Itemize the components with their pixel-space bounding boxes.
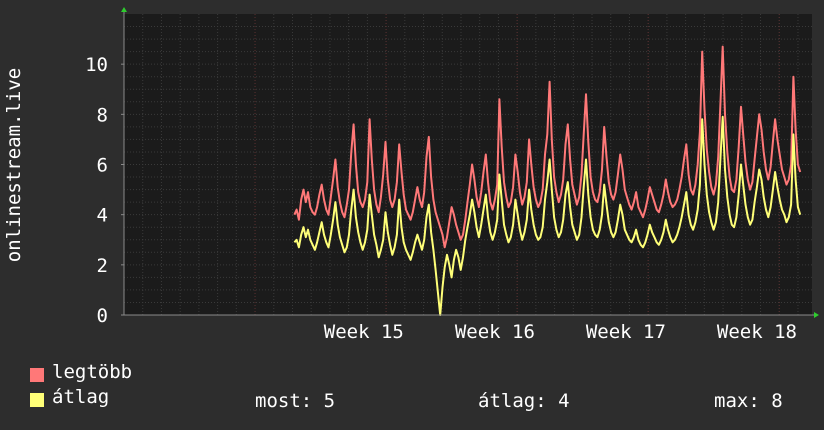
- legend-swatch-legtobb: [30, 368, 44, 382]
- series-line-1: [293, 115, 802, 316]
- y-axis-arrow: [121, 7, 127, 12]
- x-tick-label: Week 18: [717, 321, 797, 343]
- y-axis-label: onlinestream.live: [3, 68, 25, 262]
- y-tick-label: 6: [97, 155, 108, 177]
- y-tick-label: 2: [97, 255, 108, 277]
- x-axis-ticks: Week 15 Week 16 Week 17 Week 18: [324, 321, 797, 343]
- x-tick-label: Week 16: [455, 321, 535, 343]
- series-layer: [293, 45, 802, 316]
- legend: legtöbb átlag: [30, 360, 330, 420]
- legend-label-legtobb: legtöbb: [52, 361, 133, 383]
- y-tick-label: 8: [97, 104, 108, 126]
- series-line-0: [293, 45, 802, 249]
- y-tick-label: 4: [97, 205, 108, 227]
- y-tick-label: 0: [97, 305, 108, 327]
- legend-item-atlag: átlag: [30, 386, 230, 414]
- x-tick-label: Week 15: [324, 321, 404, 343]
- x-tick-label: Week 17: [586, 321, 666, 343]
- legend-item-legtobb: legtöbb: [30, 361, 230, 390]
- legend-label-atlag: átlag: [52, 386, 110, 408]
- y-tick-label: 10: [85, 54, 108, 76]
- x-axis-arrow: [814, 312, 819, 318]
- stat-most: most: 5: [255, 390, 336, 412]
- legend-swatch-atlag: [30, 393, 44, 407]
- chart: 0 2 4 6 8 10 Week 15 Week 16 Week 17 Week 18 onl…: [3, 7, 819, 343]
- y-axis-ticks: 0 2 4 6 8 10: [85, 54, 124, 327]
- axes: [121, 7, 819, 318]
- stat-max: max: 8: [714, 390, 783, 412]
- stat-atlag: átlag: 4: [478, 390, 570, 412]
